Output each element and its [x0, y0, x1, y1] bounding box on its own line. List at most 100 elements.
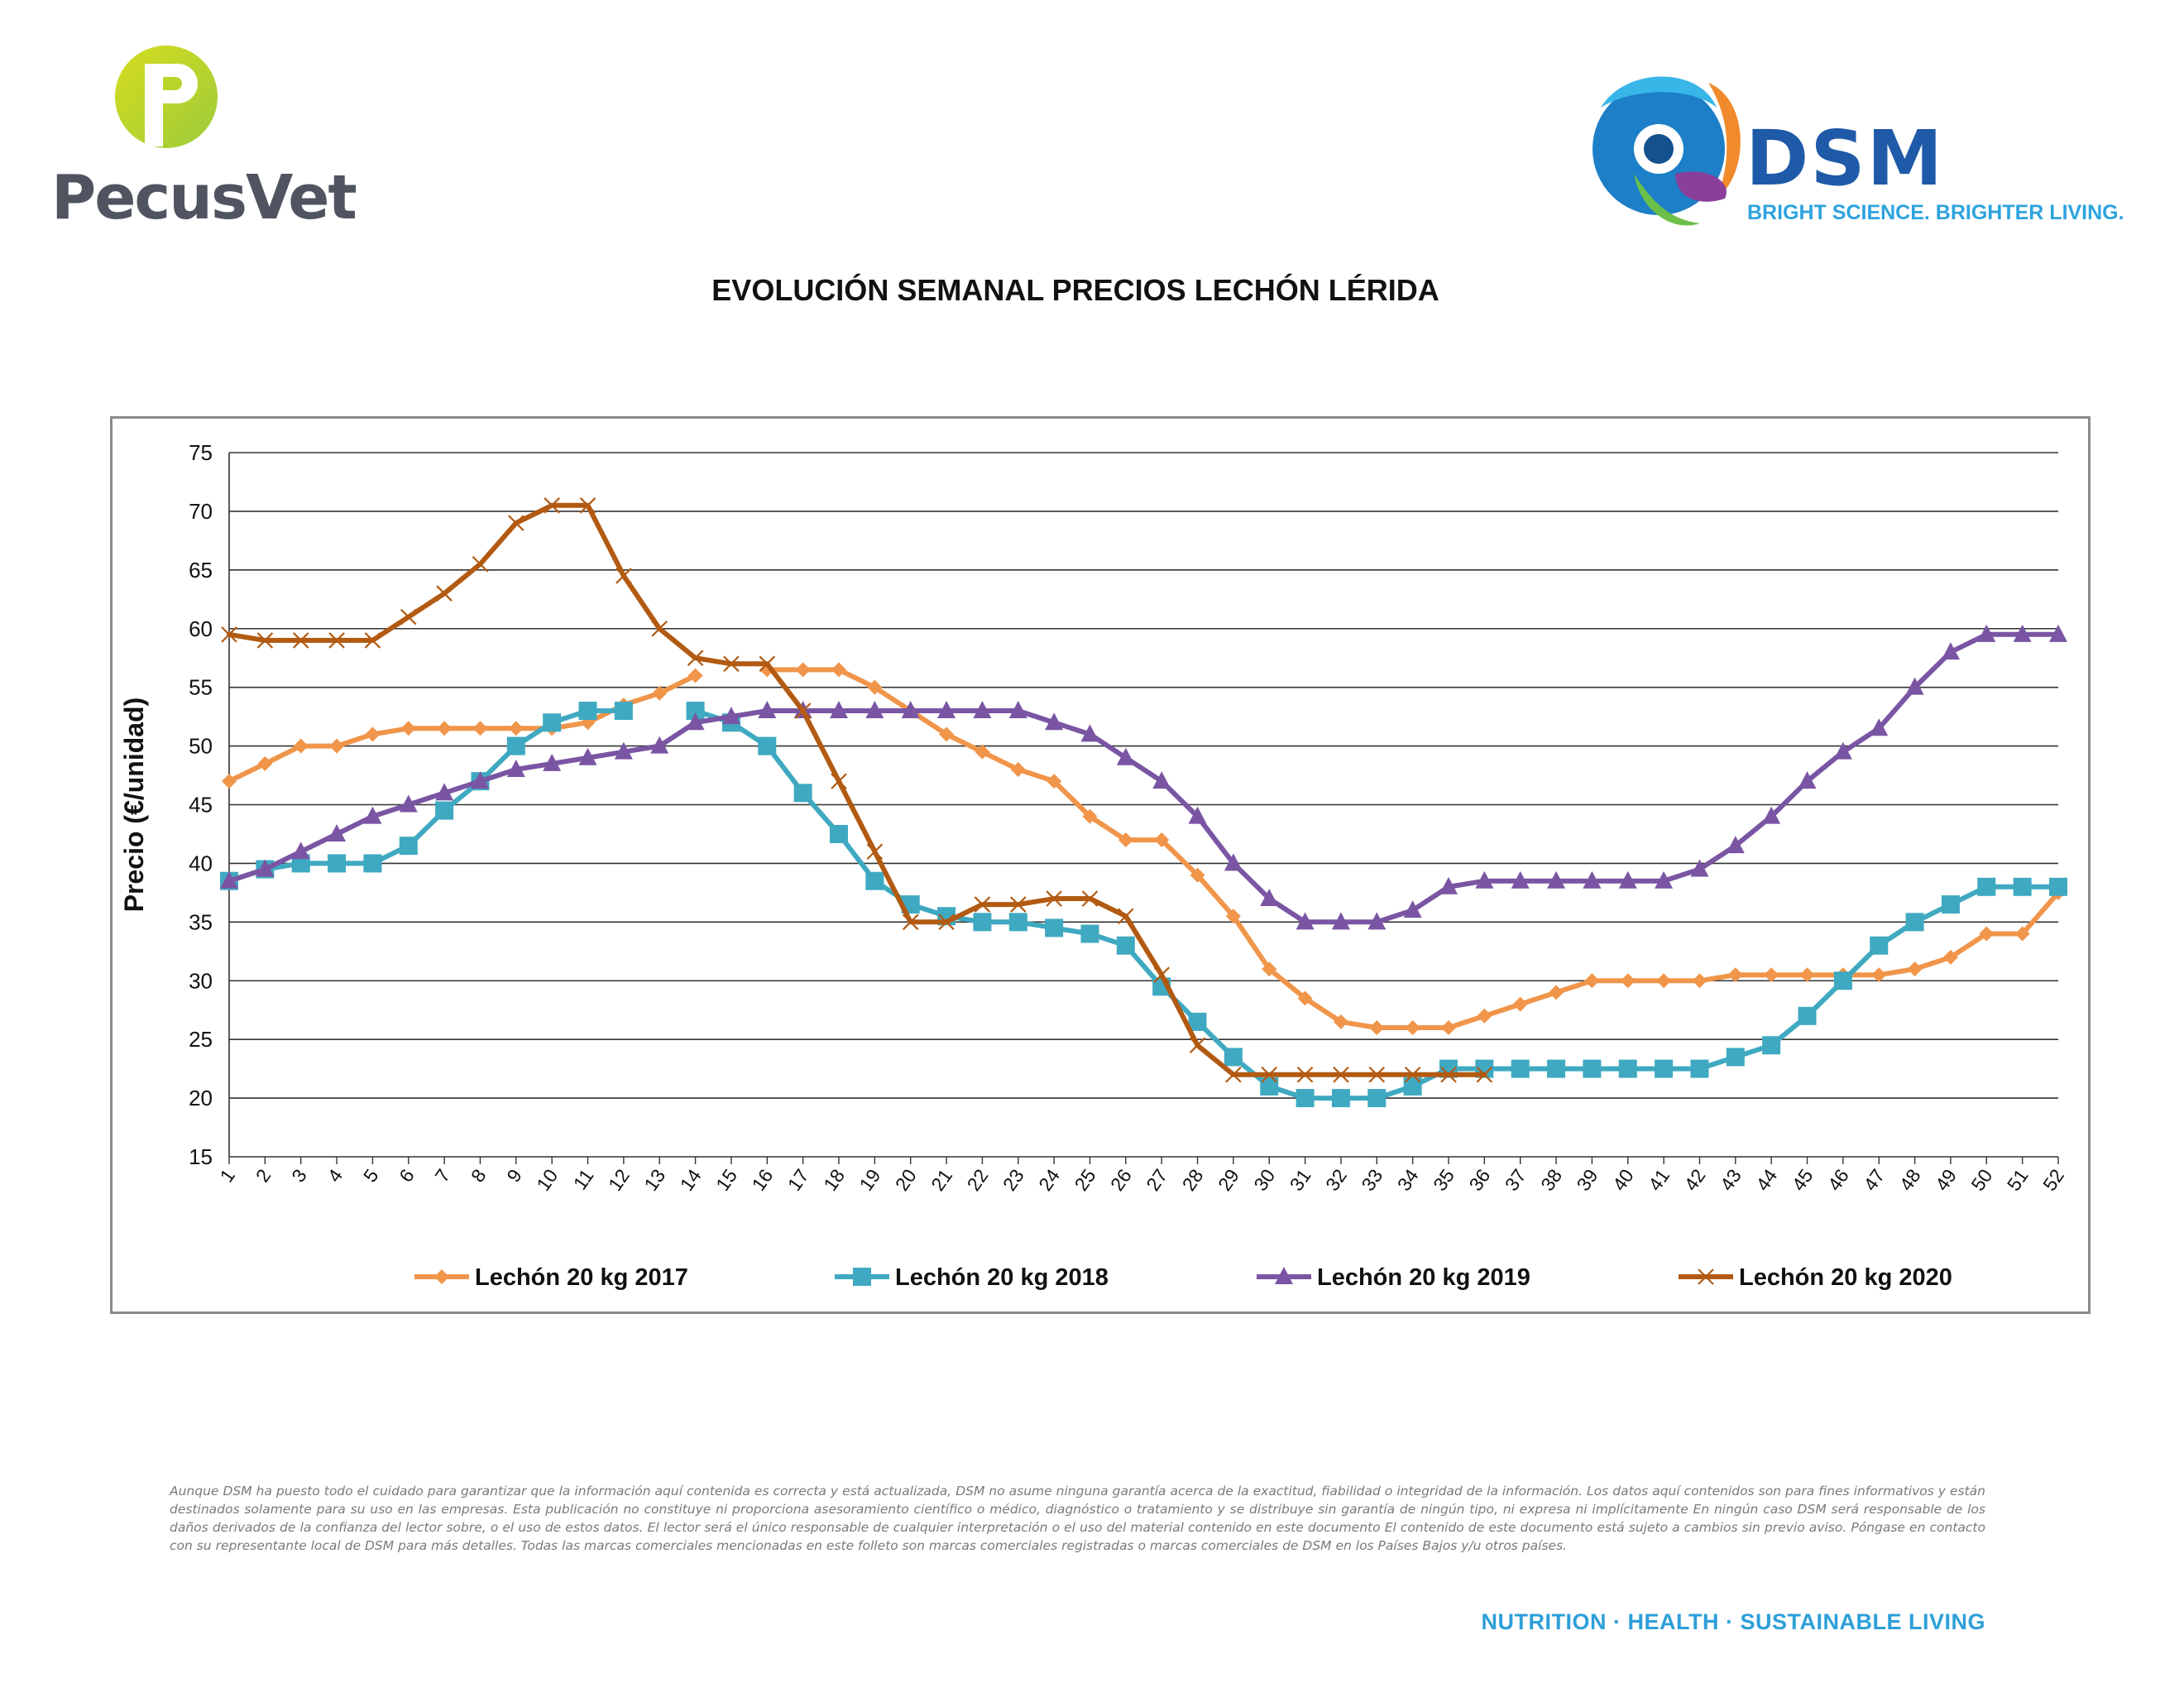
x-tick-label: 11 [569, 1165, 598, 1193]
data-point-4 [1153, 966, 1170, 983]
data-point-3 [399, 794, 418, 813]
x-tick-label: 18 [819, 1165, 849, 1195]
data-point-2 [1296, 1089, 1315, 1108]
data-point-2 [2013, 877, 2032, 896]
x-tick-label: 24 [1034, 1165, 1064, 1195]
x-tick-label: 36 [1464, 1165, 1494, 1195]
legend-label-4: Lechón 20 kg 2020 [1739, 1264, 1952, 1291]
data-point-2 [363, 854, 382, 873]
data-point-2 [614, 702, 633, 721]
y-tick-label: 50 [189, 734, 213, 759]
data-point-3 [1188, 806, 1207, 824]
data-point-3 [1870, 718, 1889, 736]
data-point-3 [1511, 870, 1530, 889]
data-point-3 [1224, 853, 1243, 871]
x-tick-label: 28 [1178, 1165, 1208, 1195]
footer-slogan: NUTRITION · HEALTH · SUSTAINABLE LIVING [1481, 1609, 1985, 1634]
chart-frame: 15 20 25 30 35 40 45 50 55 60 65 70 75 1 2 3 4 5 6 7 8 9 10 11 1… [110, 416, 2091, 1314]
data-point-3 [865, 701, 884, 719]
data-point-1 [2014, 926, 2030, 942]
x-tick-label: 25 [1070, 1165, 1100, 1195]
y-tick-label: 75 [189, 440, 213, 465]
x-tick-label: 41 [1644, 1165, 1674, 1195]
data-point-3 [1798, 771, 1817, 789]
data-point-3 [1618, 870, 1637, 889]
data-point-1 [939, 727, 955, 742]
x-tick-label: 40 [1608, 1165, 1638, 1195]
data-point-3 [256, 859, 275, 877]
data-point-4 [1261, 1066, 1278, 1083]
data-point-2 [1833, 971, 1852, 990]
y-tick-label: 35 [189, 909, 213, 934]
x-tick-label: 47 [1859, 1165, 1889, 1195]
x-tick-label: 38 [1536, 1165, 1566, 1195]
y-tick-label: 30 [189, 968, 213, 993]
data-point-1 [1010, 761, 1026, 777]
data-point-1 [687, 668, 703, 683]
legend-marker-4 [1698, 1268, 1714, 1285]
y-tick-label: 20 [189, 1086, 213, 1110]
data-point-3 [758, 701, 777, 719]
data-point-4 [615, 568, 632, 584]
data-point-3 [1045, 712, 1064, 731]
data-point-1 [400, 721, 416, 736]
data-point-1 [1369, 1019, 1385, 1035]
data-point-3 [1833, 741, 1852, 760]
data-point-4 [1368, 1066, 1386, 1083]
data-point-1 [1118, 832, 1133, 848]
data-point-3 [1296, 912, 1315, 930]
data-point-2 [1941, 895, 1960, 914]
x-tick-label: 1 [215, 1165, 239, 1186]
y-tick-label: 55 [189, 675, 213, 700]
data-point-3 [1260, 888, 1279, 906]
data-point-3 [1439, 876, 1458, 894]
data-point-2 [1870, 936, 1889, 955]
data-point-3 [1331, 912, 1350, 930]
x-tick-label: 39 [1573, 1165, 1602, 1195]
data-point-1 [1225, 909, 1241, 924]
pecusvet-logo-mark [115, 46, 218, 148]
x-tick-label: 22 [963, 1165, 993, 1195]
data-point-1 [1799, 967, 1815, 983]
data-point-2 [1655, 1059, 1674, 1078]
data-point-4 [1081, 890, 1099, 907]
x-tick-label: 33 [1357, 1165, 1387, 1195]
x-tick-label: 10 [532, 1165, 562, 1195]
x-tick-label: 8 [467, 1165, 491, 1186]
data-point-2 [1798, 1006, 1817, 1025]
data-point-3 [650, 736, 669, 754]
data-point-4 [221, 626, 237, 643]
pecusvet-logo-text: PecusVet [51, 162, 357, 233]
data-point-1 [1584, 973, 1600, 989]
dsm-logo-text: DSM [1746, 114, 1945, 203]
y-tick-label: 45 [189, 793, 213, 818]
data-point-4 [723, 655, 740, 673]
data-point-2 [1045, 918, 1064, 938]
data-point-4 [400, 608, 417, 626]
x-tick-label: 21 [927, 1165, 956, 1195]
data-point-3 [901, 701, 920, 719]
data-point-3 [471, 771, 490, 789]
data-point-2 [1547, 1059, 1566, 1078]
x-tick-label: 2 [251, 1165, 275, 1186]
data-point-1 [1441, 1019, 1456, 1035]
data-point-1 [1727, 967, 1743, 983]
data-point-2 [1583, 1059, 1602, 1078]
x-tick-label: 20 [891, 1165, 921, 1195]
data-point-4 [831, 773, 847, 789]
data-point-3 [543, 753, 562, 771]
data-point-4 [472, 555, 489, 573]
data-point-1 [329, 738, 345, 754]
data-point-3 [506, 759, 525, 777]
data-point-3 [1977, 624, 1996, 642]
series-line-3 [227, 631, 2061, 925]
x-tick-label: 34 [1393, 1165, 1423, 1195]
x-tick-label: 19 [855, 1165, 884, 1195]
data-point-1 [1512, 996, 1528, 1012]
dsm-tagline: BRIGHT SCIENCE. BRIGHTER LIVING. [1747, 201, 2124, 224]
data-point-3 [1941, 642, 1960, 660]
data-point-3 [220, 870, 238, 889]
data-point-4 [651, 620, 668, 637]
data-point-2 [2049, 877, 2067, 896]
data-point-4 [579, 497, 596, 514]
